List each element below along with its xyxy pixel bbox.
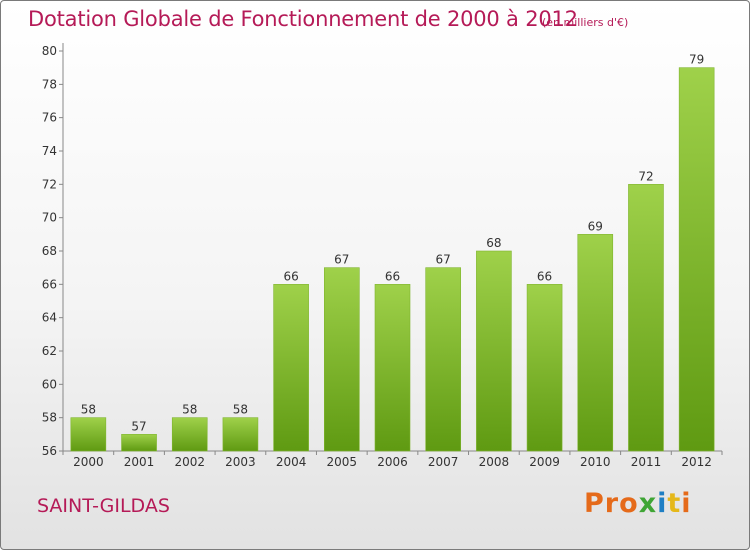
x-tick-label: 2000 [73, 455, 104, 469]
x-tick-label: 2005 [327, 455, 358, 469]
x-tick-label: 2003 [225, 455, 256, 469]
bar [678, 67, 715, 452]
bar [476, 250, 512, 452]
logo-letter: i [681, 488, 692, 519]
y-tick-label: 76 [42, 111, 57, 125]
x-tick-label: 2004 [276, 455, 307, 469]
logo-letter: r [604, 488, 620, 519]
y-tick-label: 56 [42, 444, 57, 458]
bar [374, 284, 411, 452]
bar [526, 284, 563, 452]
y-tick-label: 74 [42, 144, 57, 158]
logo-letter: i [657, 488, 668, 519]
chart-subtitle: (en milliers d'€) [542, 16, 629, 29]
x-tick-label: 2008 [479, 455, 510, 469]
bar-value-label: 67 [436, 253, 451, 267]
y-tick-label: 64 [42, 311, 57, 325]
bar [628, 184, 664, 452]
bar-value-label: 67 [334, 253, 349, 267]
bar-value-label: 66 [283, 269, 298, 283]
x-tick-label: 2012 [681, 455, 712, 469]
x-tick-label: 2009 [529, 455, 560, 469]
x-tick-label: 2001 [124, 455, 155, 469]
bar [70, 417, 107, 452]
bar-value-label: 66 [537, 269, 552, 283]
y-tick-label: 80 [42, 44, 57, 58]
bar [171, 417, 208, 452]
y-tick-label: 62 [42, 344, 57, 358]
bar-value-label: 57 [131, 419, 146, 433]
bar-value-label: 72 [638, 169, 653, 183]
bar-value-label: 79 [689, 53, 704, 67]
x-tick-label: 2002 [174, 455, 205, 469]
x-tick-label: 2011 [631, 455, 662, 469]
bar-value-label: 58 [182, 403, 197, 417]
bar [324, 267, 360, 452]
x-tick-label: 2010 [580, 455, 611, 469]
bar [425, 267, 461, 452]
logo-letter: P [584, 488, 605, 519]
bar-value-label: 66 [385, 269, 400, 283]
logo-letter: x [638, 488, 658, 519]
bar [222, 417, 259, 452]
bar [577, 234, 614, 452]
bar-value-label: 58 [233, 403, 248, 417]
x-tick-label: 2007 [428, 455, 459, 469]
y-tick-label: 68 [42, 244, 57, 258]
x-tick-label: 2006 [377, 455, 408, 469]
logo-letter: o [619, 488, 639, 519]
y-tick-label: 78 [42, 77, 57, 91]
y-tick-label: 70 [42, 211, 57, 225]
y-tick-label: 66 [42, 277, 57, 291]
bar-value-label: 58 [81, 403, 96, 417]
y-tick-label: 60 [42, 377, 57, 391]
bar-value-label: 68 [486, 236, 501, 250]
y-tick-label: 72 [42, 177, 57, 191]
bar [273, 284, 309, 452]
proxiti-logo: Proxiti [584, 488, 692, 519]
chart-title: Dotation Globale de Fonctionnement de 20… [28, 7, 578, 31]
bar-value-label: 69 [588, 219, 603, 233]
commune-name: SAINT-GILDAS [37, 495, 170, 517]
logo-letter: t [667, 488, 682, 519]
bar [121, 434, 157, 452]
y-tick-label: 58 [42, 411, 57, 425]
